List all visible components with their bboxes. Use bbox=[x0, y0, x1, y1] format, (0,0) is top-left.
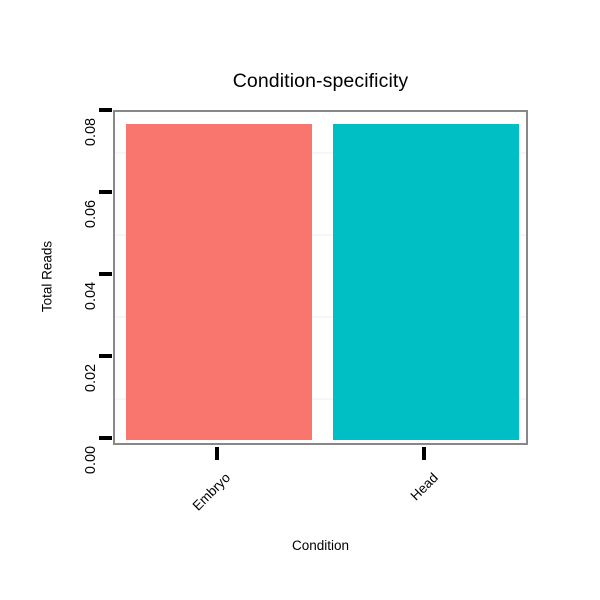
plot-panel bbox=[113, 110, 528, 445]
bar-embryo[interactable] bbox=[125, 124, 312, 440]
y-tick-mark bbox=[99, 354, 112, 358]
y-tick-mark bbox=[99, 436, 112, 440]
y-tick-label: 0.02 bbox=[83, 363, 99, 393]
y-tick-label: 0.04 bbox=[83, 281, 99, 311]
gridline bbox=[115, 398, 526, 400]
y-tick-label: 0.08 bbox=[83, 117, 99, 147]
bars-layer bbox=[115, 112, 526, 443]
y-tick-mark bbox=[99, 108, 112, 112]
y-tick-mark bbox=[99, 272, 112, 276]
x-tick-mark bbox=[214, 447, 219, 460]
x-tick-mark bbox=[422, 447, 427, 460]
y-tick-label: 0.06 bbox=[83, 199, 99, 229]
y-tick-mark bbox=[99, 190, 112, 194]
gridline bbox=[115, 316, 526, 318]
x-tick-label: Head bbox=[407, 470, 441, 504]
bar-head[interactable] bbox=[333, 124, 520, 440]
y-tick-label: 0.00 bbox=[83, 445, 99, 475]
x-tick-label: Embryo bbox=[189, 470, 234, 514]
gridline bbox=[115, 152, 526, 154]
x-axis-title: Condition bbox=[291, 538, 350, 553]
gridline bbox=[115, 234, 526, 236]
y-axis-title: Total Reads bbox=[39, 240, 55, 312]
chart-title: Condition-specificity bbox=[232, 70, 409, 92]
